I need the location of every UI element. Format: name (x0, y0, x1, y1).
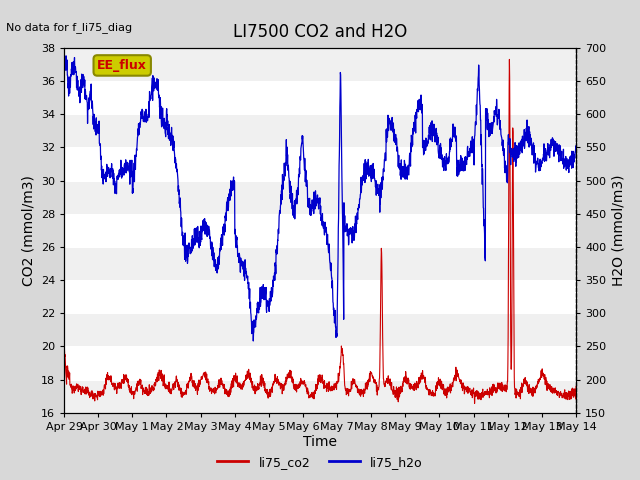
Bar (64, 380, 576, 413)
Title: LI7500 CO2 and H2O: LI7500 CO2 and H2O (233, 23, 407, 41)
Y-axis label: CO2 (mmol/m3): CO2 (mmol/m3) (21, 175, 35, 286)
Bar (64, 180, 576, 214)
Bar (64, 214, 576, 247)
Bar (64, 347, 576, 380)
Bar (64, 280, 576, 313)
Bar (64, 247, 576, 280)
Y-axis label: H2O (mmol/m3): H2O (mmol/m3) (612, 175, 626, 286)
Bar (64, 48, 576, 81)
Bar (64, 313, 576, 347)
Bar (64, 81, 576, 114)
Legend: li75_co2, li75_h2o: li75_co2, li75_h2o (212, 451, 428, 474)
Bar (64, 114, 576, 147)
Text: No data for f_li75_diag: No data for f_li75_diag (6, 22, 132, 33)
X-axis label: Time: Time (303, 434, 337, 449)
Bar (64, 147, 576, 180)
Text: EE_flux: EE_flux (97, 59, 147, 72)
